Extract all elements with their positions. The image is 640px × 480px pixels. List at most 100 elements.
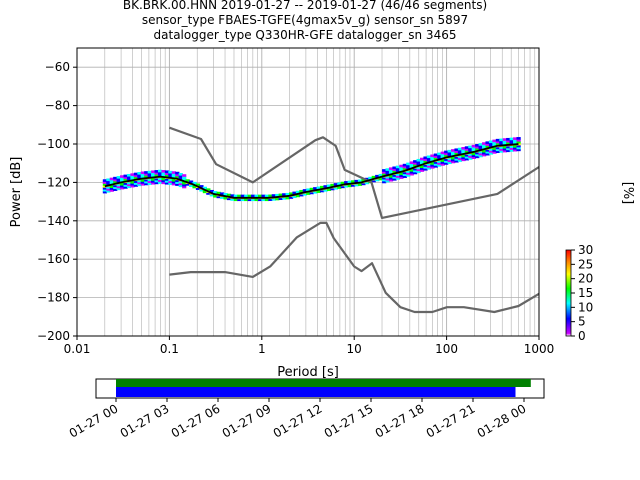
psd-cell [133,174,139,178]
psd-cell [471,152,476,156]
psd-cell [499,138,504,142]
psd-cell [137,179,142,183]
psd-cell [478,152,483,156]
psd-cell [368,176,373,180]
psd-cell [216,191,221,195]
psd-cell [195,187,201,190]
psd-cell [213,191,218,194]
psd-cell [426,166,432,170]
psd-cell [230,194,235,197]
psd-cell [440,159,445,162]
psd-cell [513,139,518,142]
psd-cell [147,170,152,174]
psd-cell [509,145,514,148]
psd-cell [306,188,311,192]
psd-cell [178,174,183,178]
psd-cell [409,169,414,172]
psd-cell [144,171,149,174]
psd-cell [464,148,469,151]
psd-cell [154,171,159,175]
psd-cell [223,196,228,200]
psd-cell [292,195,297,199]
psd-cell [447,161,452,164]
psd-cell [116,179,121,183]
colorbar-tick-label: 10 [578,300,593,314]
psd-cell [168,170,173,174]
psd-cell [261,198,266,202]
coverage-tick-label: 01-27 00 [67,401,121,440]
psd-cell [126,185,132,189]
psd-cell [157,173,163,177]
psd-cell [109,179,114,183]
psd-cell [230,198,235,201]
psd-cell [278,193,283,197]
psd-cell [423,158,428,162]
psd-cell [188,184,194,187]
psd-cell [416,158,421,162]
psd-cell [275,197,280,201]
psd-cell [388,167,394,170]
psd-cell [419,159,425,163]
psd-cell [175,183,180,186]
psd-cell [495,140,501,144]
psd-cell [157,169,163,173]
psd-cell [464,157,469,161]
psd-cell [495,142,501,146]
psd-cell [457,159,463,162]
noise-models [169,126,540,314]
psd-cell [120,186,125,190]
coverage-tick-label: 01-27 06 [169,401,223,440]
coverage-tick-label: 01-27 03 [118,401,172,440]
psd-cell [340,185,345,189]
psd-cell [409,161,414,164]
psd-cell [378,173,383,177]
psd-cell [475,145,480,149]
title-line-2: sensor_type FBAES-TGFE(4gmax5v_g) sensor… [142,13,468,27]
psd-cell [240,198,245,202]
psd-cell [340,181,345,185]
psd-cell [295,190,301,194]
psd-cell [516,144,521,148]
psd-cell [440,153,445,157]
psd-cell [140,181,145,184]
psd-cell [140,173,145,177]
psd-cell [506,137,511,141]
psd-cell [316,186,321,190]
colorbar-tick-label: 15 [578,286,593,300]
psd-cell [171,182,176,186]
psd-cell [120,182,125,186]
psd-cell [109,187,114,190]
psd-cell [447,151,452,155]
psd-cell [506,145,511,149]
psd-cell [382,178,387,182]
psd-cell [123,178,128,182]
y-tick-label: −120 [37,175,70,189]
psd-cell [423,160,428,163]
psd-cell [206,192,211,195]
psd-cell [488,152,494,155]
psd-cell [168,182,173,185]
coverage-bar-all [116,387,516,397]
psd-cell [199,188,204,192]
psd-cell [320,189,325,193]
psd-cell [457,149,463,153]
psd-cell [151,181,156,185]
psd-cell [495,146,501,150]
psd-cell [478,154,483,158]
psd-cell [485,149,490,152]
y-tick-label: −180 [37,291,70,305]
psd-cell [164,180,170,183]
psd-cell [113,178,118,182]
psd-cell [468,157,473,160]
psd-cell [271,198,276,201]
x-tick-label: 1 [258,342,266,356]
psd-cell [413,162,418,165]
psd-cell [509,139,514,143]
colorbar-tick-label: 30 [578,243,593,257]
psd-cell [502,142,507,145]
psd-cell [454,152,459,155]
psd-cell [475,151,480,155]
psd-cell [426,163,432,166]
title-block: BK.BRK.00.HNN 2019-01-27 -- 2019-01-27 (… [123,0,487,42]
